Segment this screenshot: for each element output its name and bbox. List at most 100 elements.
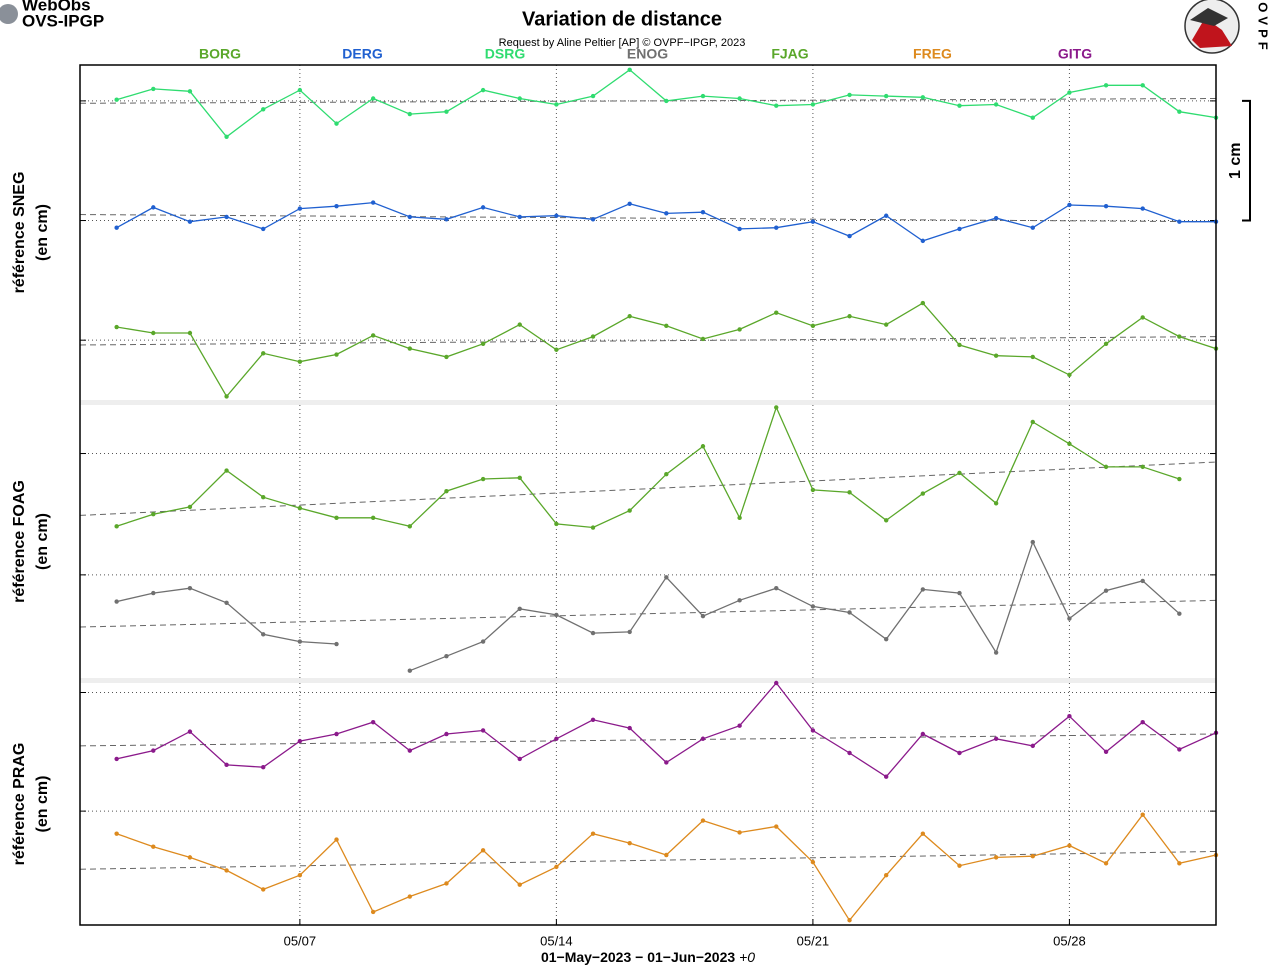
data-point	[664, 575, 669, 580]
data-point	[370, 515, 376, 521]
data-point	[664, 98, 669, 104]
data-point	[480, 848, 486, 853]
data-point	[883, 518, 889, 523]
data-point	[993, 855, 999, 860]
data-point	[700, 613, 706, 619]
data-point	[627, 314, 632, 319]
data-point	[187, 89, 193, 94]
data-point	[664, 323, 669, 329]
data-point	[444, 488, 449, 494]
logo-right: OVPF	[1184, 0, 1271, 54]
legend-label: GITG	[1058, 46, 1092, 62]
data-point	[480, 205, 486, 210]
data-point	[957, 863, 962, 868]
data-point	[883, 93, 889, 99]
data-point	[627, 67, 632, 72]
series-line	[116, 813, 1217, 922]
data-point	[480, 476, 486, 482]
data-point	[847, 750, 852, 756]
data-point	[334, 731, 339, 737]
data-point	[151, 512, 156, 517]
data-point	[920, 95, 926, 100]
data-point	[920, 491, 926, 496]
data-point	[297, 505, 303, 511]
data-point	[1067, 616, 1072, 621]
data-point	[151, 590, 156, 596]
data-point	[1030, 115, 1035, 120]
data-point	[1067, 372, 1072, 378]
data-point	[1030, 419, 1035, 425]
data-point	[261, 351, 266, 356]
data-point	[444, 653, 449, 659]
panel-separator	[80, 678, 1216, 683]
data-point	[444, 731, 449, 737]
data-point	[407, 524, 413, 529]
data-point	[517, 214, 522, 220]
legend-label: DSRG	[485, 46, 526, 62]
data-point	[664, 211, 669, 216]
data-point	[554, 612, 559, 618]
scale-bar	[1242, 99, 1251, 222]
data-point	[627, 725, 632, 731]
data-point	[737, 598, 742, 603]
data-point	[1030, 354, 1035, 360]
data-point	[847, 610, 852, 615]
data-point	[957, 342, 962, 348]
data-point	[810, 604, 816, 609]
data-point	[590, 93, 596, 99]
data-point	[517, 756, 522, 762]
plot-frame	[79, 64, 1217, 926]
data-point	[1030, 539, 1035, 545]
logo-shape	[1190, 8, 1228, 26]
data-point	[1030, 225, 1035, 230]
data-point	[187, 330, 193, 336]
series-line	[116, 68, 1217, 138]
data-point	[590, 525, 596, 530]
data-point	[737, 515, 742, 521]
data-point	[517, 322, 522, 327]
data-point	[1030, 853, 1035, 859]
data-point	[407, 748, 413, 753]
data-point	[664, 760, 669, 765]
data-point	[700, 736, 706, 741]
x-tick-label: 05/07	[284, 933, 317, 948]
data-point	[774, 586, 779, 591]
data-point	[334, 203, 339, 209]
x-axis-label: 01−May−2023 − 01−Jun−2023	[541, 949, 735, 965]
data-point	[1140, 83, 1145, 88]
data-point	[1140, 206, 1145, 211]
logo-text: WebObs	[22, 0, 91, 14]
data-point	[334, 641, 339, 647]
x-axis-label-group: 01−May−2023 − 01−Jun−2023 +0	[541, 949, 755, 965]
data-point	[517, 475, 522, 480]
data-point	[1140, 719, 1145, 725]
y-axis-label: (en cm)	[34, 776, 51, 833]
data-point	[224, 600, 229, 605]
data-point	[187, 219, 193, 224]
data-point	[1177, 611, 1182, 616]
trend-line	[79, 336, 1217, 346]
data-point	[114, 599, 119, 604]
data-point	[261, 887, 266, 892]
y-axis-label: référence FOAG	[11, 480, 28, 603]
data-point	[700, 336, 706, 342]
data-point	[444, 217, 449, 222]
data-point	[810, 102, 816, 107]
trend-line	[79, 850, 1217, 870]
data-point	[370, 719, 376, 725]
data-point	[517, 96, 522, 101]
data-point	[664, 471, 669, 477]
panel: 05/07 05/14 05/21 05/28 référence PRAG (en cm…	[11, 680, 1219, 948]
data-point	[1103, 464, 1109, 470]
data-point	[1067, 202, 1072, 208]
data-point	[700, 818, 706, 823]
data-point	[407, 668, 413, 673]
data-point	[297, 738, 303, 744]
data-point	[920, 831, 926, 836]
data-point	[847, 490, 852, 495]
data-point	[627, 508, 632, 513]
data-point	[1177, 861, 1182, 866]
data-point	[517, 882, 522, 887]
data-point	[224, 468, 229, 473]
